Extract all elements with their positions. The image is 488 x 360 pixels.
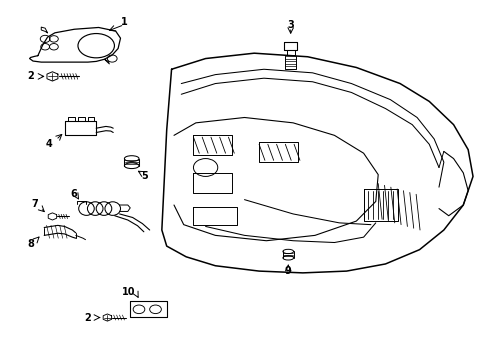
Text: 10: 10	[122, 287, 135, 297]
Text: 9: 9	[285, 266, 291, 276]
Text: 7: 7	[31, 199, 38, 209]
Text: 3: 3	[287, 19, 293, 30]
Text: 8: 8	[27, 239, 34, 249]
Text: 1: 1	[121, 17, 127, 27]
Text: 4: 4	[45, 139, 52, 149]
Text: 6: 6	[70, 189, 77, 199]
Text: 5: 5	[141, 171, 148, 181]
Text: 2: 2	[84, 312, 91, 323]
Text: 2: 2	[27, 71, 34, 81]
